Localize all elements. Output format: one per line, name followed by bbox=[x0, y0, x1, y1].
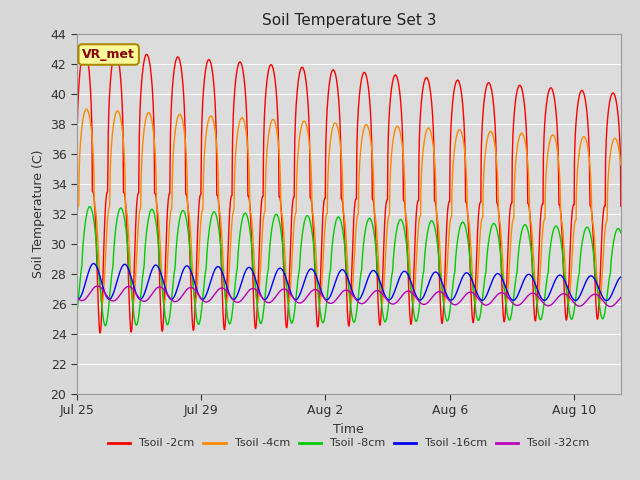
Line: Tsoil -2cm: Tsoil -2cm bbox=[77, 49, 621, 333]
Legend: Tsoil -2cm, Tsoil -4cm, Tsoil -8cm, Tsoil -16cm, Tsoil -32cm: Tsoil -2cm, Tsoil -4cm, Tsoil -8cm, Tsoi… bbox=[104, 434, 594, 453]
Tsoil -16cm bbox=[228, 296, 236, 302]
Tsoil -8cm bbox=[229, 307, 237, 312]
Tsoil -32cm bbox=[438, 289, 445, 295]
Tsoil -4cm bbox=[120, 149, 128, 155]
Tsoil -16cm bbox=[90, 261, 97, 266]
Tsoil -32cm bbox=[617, 295, 625, 300]
Tsoil -16cm bbox=[603, 298, 611, 303]
Tsoil -8cm bbox=[102, 323, 109, 329]
Tsoil -32cm bbox=[322, 297, 330, 303]
Tsoil -4cm bbox=[617, 162, 625, 168]
Tsoil -16cm bbox=[73, 296, 81, 301]
Tsoil -2cm bbox=[96, 330, 104, 336]
Tsoil -16cm bbox=[617, 274, 625, 280]
Tsoil -16cm bbox=[279, 268, 287, 274]
Tsoil -32cm bbox=[269, 297, 277, 303]
Tsoil -8cm bbox=[322, 306, 330, 312]
Tsoil -8cm bbox=[438, 285, 446, 291]
Tsoil -32cm bbox=[228, 296, 236, 302]
Tsoil -8cm bbox=[279, 249, 287, 255]
Tsoil -16cm bbox=[322, 297, 330, 302]
Tsoil -4cm bbox=[83, 106, 90, 112]
Tsoil -4cm bbox=[228, 215, 236, 221]
Text: VR_met: VR_met bbox=[82, 48, 135, 61]
Tsoil -16cm bbox=[438, 278, 445, 284]
Tsoil -4cm bbox=[596, 300, 604, 306]
Tsoil -2cm bbox=[438, 321, 446, 326]
Tsoil -4cm bbox=[322, 217, 330, 223]
Tsoil -2cm bbox=[73, 188, 81, 194]
Tsoil -8cm bbox=[86, 204, 93, 209]
Tsoil -32cm bbox=[607, 304, 614, 310]
Tsoil -4cm bbox=[438, 278, 445, 284]
Tsoil -8cm bbox=[73, 312, 81, 317]
Tsoil -2cm bbox=[269, 67, 277, 73]
Tsoil -2cm bbox=[120, 191, 128, 196]
Line: Tsoil -4cm: Tsoil -4cm bbox=[77, 109, 621, 303]
Tsoil -4cm bbox=[279, 218, 287, 224]
Tsoil -2cm bbox=[279, 253, 287, 259]
X-axis label: Time: Time bbox=[333, 422, 364, 435]
Tsoil -32cm bbox=[73, 294, 81, 300]
Tsoil -16cm bbox=[269, 278, 277, 284]
Tsoil -8cm bbox=[269, 217, 277, 223]
Line: Tsoil -8cm: Tsoil -8cm bbox=[77, 206, 621, 326]
Line: Tsoil -32cm: Tsoil -32cm bbox=[77, 286, 621, 307]
Tsoil -32cm bbox=[93, 283, 101, 289]
Tsoil -4cm bbox=[269, 117, 277, 122]
Tsoil -16cm bbox=[120, 262, 128, 267]
Tsoil -4cm bbox=[73, 212, 81, 218]
Tsoil -2cm bbox=[322, 136, 330, 142]
Tsoil -2cm bbox=[229, 134, 237, 140]
Tsoil -2cm bbox=[81, 47, 88, 52]
Title: Soil Temperature Set 3: Soil Temperature Set 3 bbox=[262, 13, 436, 28]
Tsoil -8cm bbox=[617, 230, 625, 236]
Tsoil -8cm bbox=[120, 216, 128, 221]
Tsoil -2cm bbox=[617, 203, 625, 209]
Tsoil -32cm bbox=[120, 287, 128, 292]
Tsoil -32cm bbox=[279, 287, 287, 292]
Line: Tsoil -16cm: Tsoil -16cm bbox=[77, 264, 621, 300]
Y-axis label: Soil Temperature (C): Soil Temperature (C) bbox=[32, 149, 45, 278]
